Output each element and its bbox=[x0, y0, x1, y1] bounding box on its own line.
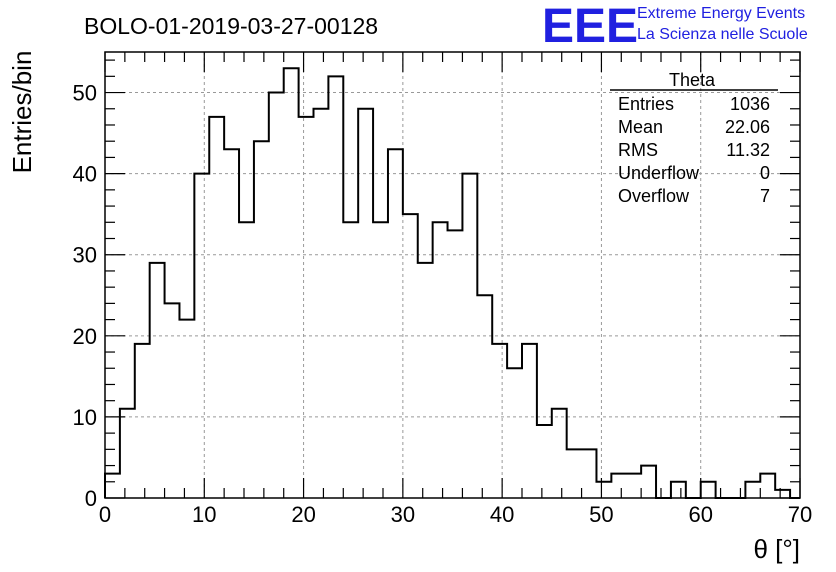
histogram-bin bbox=[462, 174, 477, 498]
stats-label: Overflow bbox=[618, 186, 690, 206]
histogram-bins bbox=[105, 68, 790, 498]
stats-name: Theta bbox=[669, 70, 716, 90]
y-tick-label: 0 bbox=[85, 486, 97, 511]
histogram-bin bbox=[284, 68, 299, 498]
histogram-bin bbox=[596, 482, 611, 498]
histogram-bin bbox=[701, 482, 716, 498]
histogram-bin bbox=[418, 263, 433, 498]
histogram-bin bbox=[314, 109, 329, 498]
histogram-bin bbox=[209, 117, 224, 498]
histogram-bin bbox=[224, 149, 239, 498]
stats-label: Underflow bbox=[618, 163, 700, 183]
histogram-bin bbox=[254, 141, 269, 498]
x-axis-title: θ [°] bbox=[753, 534, 800, 564]
histogram-bin bbox=[194, 174, 209, 498]
histogram-bin bbox=[760, 474, 775, 498]
logo-line-1: Extreme Energy Events bbox=[637, 5, 805, 22]
x-tick-label: 30 bbox=[391, 502, 415, 527]
histogram-bin bbox=[611, 474, 626, 498]
histogram-bin bbox=[120, 409, 135, 498]
histogram-bin bbox=[641, 466, 656, 498]
histogram-bin bbox=[299, 117, 314, 498]
histogram-bin bbox=[775, 490, 790, 498]
histogram-bin bbox=[582, 449, 597, 498]
grid-lines bbox=[105, 52, 800, 498]
stats-value: 22.06 bbox=[725, 117, 770, 137]
histogram-bin bbox=[671, 482, 686, 498]
histogram-bin bbox=[492, 344, 507, 498]
histogram-bin bbox=[403, 214, 418, 498]
histogram-bin bbox=[552, 409, 567, 498]
stats-value: 0 bbox=[760, 163, 770, 183]
histogram-bin bbox=[179, 320, 194, 498]
stats-value: 1036 bbox=[730, 94, 770, 114]
chart-title: BOLO-01-2019-03-27-00128 bbox=[84, 13, 378, 39]
y-tick-label: 30 bbox=[73, 243, 97, 268]
y-tick-label: 50 bbox=[73, 81, 97, 106]
logo-mark: EEE bbox=[542, 0, 638, 53]
histogram-bin bbox=[745, 482, 760, 498]
x-tick-label: 40 bbox=[490, 502, 514, 527]
stats-value: 7 bbox=[760, 186, 770, 206]
y-tick-label: 40 bbox=[73, 162, 97, 187]
histogram-bin bbox=[433, 222, 448, 498]
plot-frame bbox=[104, 51, 801, 499]
y-tick-label: 10 bbox=[73, 405, 97, 430]
histogram-bin bbox=[507, 368, 522, 498]
histogram-bin bbox=[373, 222, 388, 498]
histogram-bin bbox=[150, 263, 165, 498]
stats-value: 11.32 bbox=[726, 140, 770, 160]
logo-line-2: La Scienza nelle Scuole bbox=[637, 26, 808, 43]
histogram-bin bbox=[358, 109, 373, 498]
x-tick-label: 50 bbox=[589, 502, 613, 527]
histogram-bin bbox=[522, 344, 537, 498]
stats-label: RMS bbox=[618, 140, 658, 160]
y-axis-title: Entries/bin bbox=[7, 51, 37, 174]
stats-label: Entries bbox=[618, 94, 674, 114]
histogram-bin bbox=[328, 76, 343, 498]
x-tick-label: 70 bbox=[788, 502, 812, 527]
histogram-bin bbox=[165, 303, 180, 498]
x-tick-label: 20 bbox=[291, 502, 315, 527]
x-tick-label: 10 bbox=[192, 502, 216, 527]
x-tick-label: 0 bbox=[99, 502, 111, 527]
eee-logo: EEE Extreme Energy Events La Scienza nel… bbox=[542, 0, 808, 53]
histogram-outline bbox=[104, 67, 800, 499]
y-tick-label: 20 bbox=[73, 324, 97, 349]
histogram-bin bbox=[477, 295, 492, 498]
histogram-bin bbox=[239, 222, 254, 498]
histogram-bin bbox=[343, 222, 358, 498]
stats-box: Theta Entries 1036 Mean 22.06 RMS 11.32 Underf… bbox=[610, 70, 778, 206]
histogram-bin bbox=[269, 93, 284, 498]
histogram-bin bbox=[626, 474, 641, 498]
histogram-bin bbox=[135, 344, 150, 498]
histogram-bin bbox=[537, 425, 552, 498]
histogram-bin bbox=[448, 230, 463, 498]
stats-label: Mean bbox=[618, 117, 663, 137]
stats-rows: Entries 1036 Mean 22.06 RMS 11.32 Underflow 0 Ov… bbox=[618, 94, 770, 206]
histogram-bin bbox=[105, 474, 120, 498]
histogram-bin bbox=[388, 149, 403, 498]
histogram-bin bbox=[567, 449, 582, 498]
x-tick-label: 60 bbox=[688, 502, 712, 527]
